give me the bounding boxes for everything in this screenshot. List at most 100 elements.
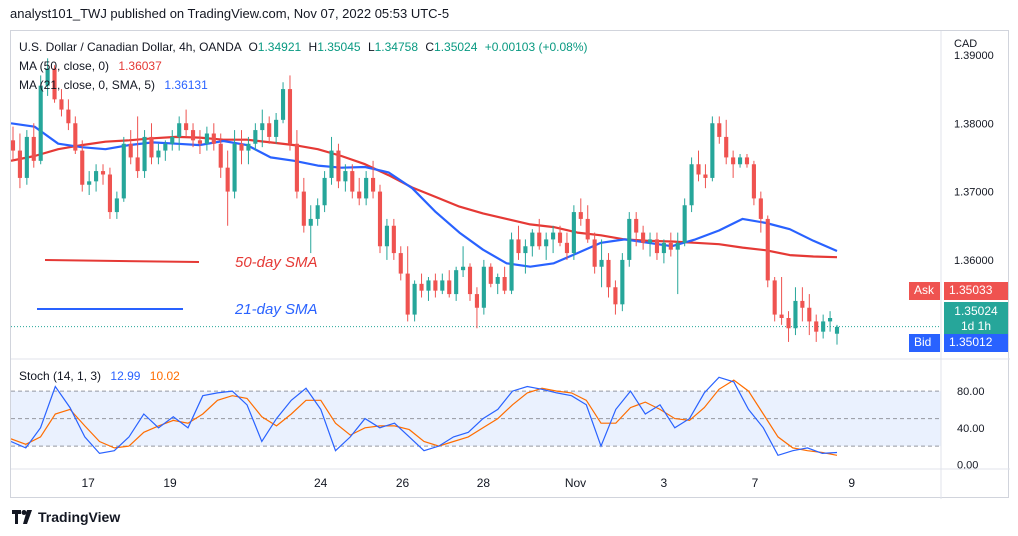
candle-body xyxy=(447,280,452,295)
candle xyxy=(350,164,355,199)
candle xyxy=(779,277,784,325)
candle xyxy=(107,167,113,219)
candle xyxy=(66,99,71,131)
candle-body xyxy=(814,321,819,332)
candle xyxy=(495,273,500,295)
candle-body xyxy=(343,171,348,182)
candle xyxy=(758,191,763,233)
candle-body xyxy=(294,143,299,192)
candle xyxy=(668,232,673,257)
candle-body xyxy=(239,143,244,151)
candle xyxy=(682,198,687,247)
symbol-legend: U.S. Dollar / Canadian Dollar, 4h, OANDA… xyxy=(19,40,588,54)
candle-body xyxy=(128,143,133,158)
stoch-k-line xyxy=(11,376,838,457)
candle-body xyxy=(537,232,542,247)
candle xyxy=(731,150,736,178)
tradingview-footer[interactable]: TradingView xyxy=(12,509,120,525)
candle-body xyxy=(710,123,715,178)
sma50-reference-line xyxy=(44,259,200,263)
candle-body xyxy=(461,266,466,271)
candle xyxy=(689,157,694,213)
time-tick-label: 19 xyxy=(163,476,177,490)
candle xyxy=(31,123,36,168)
candle xyxy=(419,273,424,298)
candle-body xyxy=(384,225,389,247)
candle xyxy=(551,225,556,254)
candle xyxy=(717,116,722,144)
sma21-annotation: 21-day SMA xyxy=(234,301,318,318)
candle-body xyxy=(24,136,29,178)
time-tick-label: 9 xyxy=(848,476,855,490)
candle xyxy=(280,82,286,124)
candle xyxy=(627,212,632,267)
candle xyxy=(488,263,493,288)
candle xyxy=(585,205,590,243)
candle xyxy=(426,277,431,301)
candle xyxy=(246,136,251,165)
candle-body xyxy=(59,99,64,110)
candle-body xyxy=(668,242,673,250)
currency-label: CAD xyxy=(954,38,977,50)
tradingview-logo-icon xyxy=(12,510,32,524)
publisher-line: analyst101_TWJ published on TradingView.… xyxy=(10,6,450,21)
candle-body xyxy=(94,171,99,182)
candle-body xyxy=(391,225,396,254)
candle xyxy=(571,205,576,260)
candle xyxy=(135,116,140,178)
candle-body xyxy=(578,212,583,219)
candle xyxy=(336,143,341,189)
candle-body xyxy=(634,218,639,233)
candle xyxy=(807,294,812,336)
candle xyxy=(73,116,78,154)
chart-frame[interactable]: 1.39000 1.38000 1.37000 1.36000 CAD 80.00 40.0… xyxy=(10,30,1010,499)
candle-body xyxy=(544,239,549,247)
candle-body xyxy=(308,218,313,226)
bid-tag: Bid xyxy=(909,334,940,352)
candle-body xyxy=(440,280,445,291)
candle-body xyxy=(654,239,660,254)
candle-body xyxy=(142,136,147,172)
candle-body xyxy=(696,164,701,175)
candle-body xyxy=(197,140,203,144)
candle xyxy=(377,184,383,254)
candle xyxy=(301,177,306,233)
last-price: 1.35024 xyxy=(954,304,998,318)
time-tick-label: 7 xyxy=(752,476,759,490)
candle-body xyxy=(682,205,687,243)
candle xyxy=(308,205,313,254)
candle-body xyxy=(620,259,625,305)
candle xyxy=(537,218,542,250)
candle xyxy=(474,287,479,329)
candle xyxy=(128,130,133,165)
candle xyxy=(253,123,258,151)
candle xyxy=(190,123,196,148)
candle xyxy=(274,113,279,144)
time-tick-label: 28 xyxy=(477,476,491,490)
candle xyxy=(343,164,348,192)
candle xyxy=(357,177,362,206)
candle-body xyxy=(177,123,182,137)
candle xyxy=(100,164,106,185)
candle-body xyxy=(758,198,763,219)
open-value: 1.34921 xyxy=(257,40,302,54)
candle xyxy=(163,140,168,161)
candle-body xyxy=(211,133,216,144)
open-label: O xyxy=(248,40,258,54)
candle-body xyxy=(336,150,341,182)
candle-body xyxy=(737,157,743,165)
candle-body xyxy=(204,133,209,144)
candle-body xyxy=(135,157,140,172)
candle-body xyxy=(765,218,770,281)
sma50-annotation: 50-day SMA xyxy=(235,254,318,271)
candle-body xyxy=(156,150,161,158)
candle-body xyxy=(613,287,618,305)
candle xyxy=(391,218,396,260)
chart-canvas[interactable]: 1.39000 1.38000 1.37000 1.36000 CAD 80.00 40.0… xyxy=(11,31,1010,499)
candle-body xyxy=(627,218,632,260)
candle-body xyxy=(772,280,777,315)
high-label: H xyxy=(308,40,318,54)
candle xyxy=(170,130,175,151)
candle xyxy=(786,311,791,342)
candle-body xyxy=(509,239,514,291)
